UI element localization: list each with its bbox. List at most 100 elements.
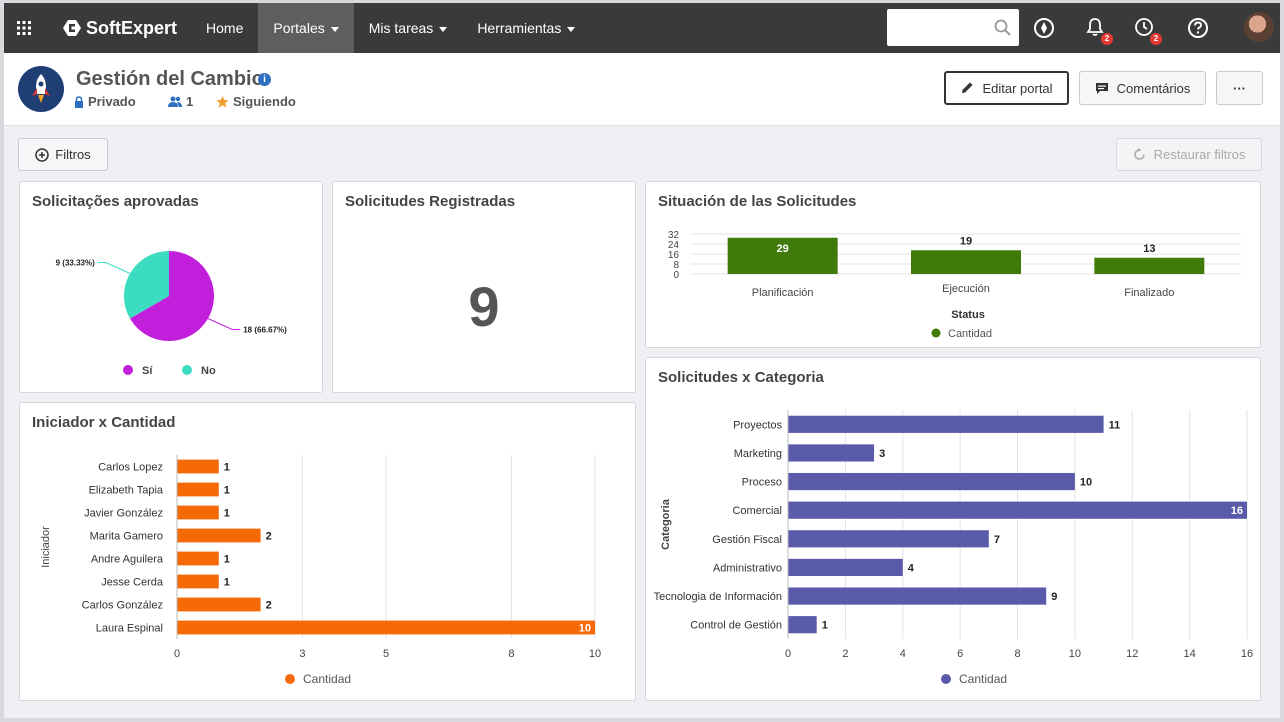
data-label: 19	[960, 235, 972, 247]
pie-chart: 18 (66.67%) 9 (33.33%) Sí No	[56, 251, 287, 377]
legend-label: No	[201, 365, 216, 377]
category-bar	[177, 597, 261, 612]
legend-label: Cantidad	[959, 672, 1007, 686]
data-label: 1	[224, 577, 230, 589]
compass-icon[interactable]	[1033, 17, 1057, 41]
y-tick-label: Marketing	[734, 448, 782, 460]
rocket-icon	[18, 66, 64, 112]
members-count[interactable]: 1	[168, 94, 193, 109]
following-status[interactable]: Siguiendo	[216, 94, 296, 109]
notifications-bell-icon[interactable]: 2	[1085, 17, 1113, 45]
filters-button[interactable]: Filtros	[18, 138, 108, 171]
nav-portales[interactable]: Portales	[258, 3, 354, 53]
data-label: 2	[266, 531, 272, 543]
help-icon[interactable]	[1187, 17, 1211, 41]
search-box	[887, 9, 1019, 46]
comments-button[interactable]: Comentários	[1079, 71, 1206, 105]
y-tick-label: Javier González	[84, 508, 163, 520]
x-tick-label: 12	[1126, 648, 1138, 660]
y-tick-label: 32	[668, 230, 680, 241]
users-icon	[168, 96, 182, 107]
y-tick-label: Proyectos	[733, 419, 782, 431]
status-bar	[911, 250, 1021, 274]
x-tick-label: 16	[1241, 648, 1253, 660]
category-bar	[788, 472, 1075, 491]
y-tick-label: Jesse Cerda	[101, 577, 164, 589]
data-label: 16	[1231, 505, 1243, 517]
category-bar	[788, 444, 875, 462]
y-tick-label: 8	[673, 260, 679, 271]
legend-label: Cantidad	[303, 672, 351, 686]
following-label: Siguiendo	[233, 94, 296, 109]
card-iniciador-cantidad: Iniciador x Cantidad 0 3 5 8 10 1 Carlos Lopez…	[19, 402, 636, 701]
x-tick-label: 6	[957, 648, 963, 660]
y-tick-label: Carlos Lopez	[98, 462, 163, 474]
star-icon	[216, 95, 229, 108]
category-bar	[177, 505, 219, 520]
card-solicitudes-categoria: Solicitudes x Categoria 0 2 4 6 8 10 12 14 16 11 P…	[645, 357, 1261, 701]
nav-home[interactable]: Home	[191, 3, 258, 53]
privacy-label: Privado	[88, 94, 136, 109]
data-label: 29	[777, 243, 789, 255]
category-bar	[177, 482, 219, 497]
lock-icon	[75, 95, 83, 108]
x-tick-label: 2	[842, 648, 848, 660]
more-options-button[interactable]: ···	[1216, 71, 1263, 105]
legend-label: Cantidad	[948, 328, 992, 340]
pie-label-line	[97, 262, 131, 274]
category-bar	[177, 574, 219, 589]
legend-label: Sí	[142, 365, 153, 377]
x-tick-label: 8	[1014, 648, 1020, 660]
data-label: 2	[266, 600, 272, 612]
softexpert-logo[interactable]: SoftExpert	[62, 18, 177, 39]
pie-data-label: 18 (66.67%)	[243, 326, 287, 335]
iniciador-bar-chart: 0 3 5 8 10 1 Carlos Lopez 1 Elizabeth Tapia 1 Javi…	[40, 455, 601, 686]
search-icon[interactable]	[994, 19, 1011, 36]
search-input[interactable]	[887, 9, 987, 46]
chevron-down-icon	[439, 26, 448, 32]
refresh-icon	[1133, 148, 1145, 160]
info-icon[interactable]: i	[258, 73, 271, 86]
edit-portal-button[interactable]: Editar portal	[944, 71, 1069, 105]
page-title: Gestión del Cambio	[76, 68, 264, 90]
status-bar	[727, 237, 838, 274]
data-label: 4	[908, 562, 915, 574]
data-label: 13	[1143, 243, 1155, 255]
x-tick-label: Finalizado	[1124, 287, 1174, 299]
y-tick-label: Marita Gamero	[90, 531, 163, 543]
categoria-bar-chart: 0 2 4 6 8 10 12 14 1611Proyectos3Marketing10Proc…	[654, 410, 1253, 686]
category-bar	[177, 528, 261, 543]
nav-mis-tareas[interactable]: Mis tareas	[354, 3, 463, 53]
category-bar	[177, 620, 595, 635]
restore-filters-button[interactable]: Restaurar filtros	[1116, 138, 1262, 171]
legend-marker	[285, 674, 295, 684]
y-tick-label: 0	[673, 270, 679, 281]
category-bar	[788, 558, 903, 577]
y-tick-label: Carlos González	[82, 600, 163, 612]
card-solicitacoes-aprovadas: Solicitações aprovadas 18 (66.67%) 9 (33.…	[19, 181, 323, 393]
y-tick-label: Elizabeth Tapia	[89, 485, 164, 497]
chevron-down-icon	[330, 26, 339, 32]
legend-marker	[931, 328, 941, 338]
data-label: 1	[224, 485, 230, 497]
y-tick-label: Comercial	[732, 505, 782, 517]
user-avatar[interactable]	[1244, 12, 1274, 42]
apps-grid-icon[interactable]	[4, 3, 44, 53]
data-label: 1	[224, 554, 230, 566]
edit-portal-label: Editar portal	[982, 80, 1053, 96]
x-tick-label: 5	[383, 648, 389, 660]
legend-marker	[123, 365, 133, 375]
category-bar	[788, 415, 1104, 433]
card-title: Solicitudes Registradas	[345, 193, 516, 210]
filters-label: Filtros	[55, 147, 91, 162]
nav-herramientas[interactable]: Herramientas	[462, 3, 590, 53]
y-tick-label: 16	[668, 250, 680, 261]
category-bar	[177, 459, 219, 474]
brand-name: SoftExpert	[86, 17, 178, 38]
portal-header: Gestión del Cambio i Privado 1 Siguiendo…	[4, 53, 1280, 126]
tasks-clock-icon[interactable]: 2	[1134, 17, 1162, 45]
card-solicitudes-registradas: Solicitudes Registradas 9	[332, 181, 636, 393]
data-label: 11	[1109, 419, 1121, 431]
data-label: 3	[879, 448, 885, 460]
